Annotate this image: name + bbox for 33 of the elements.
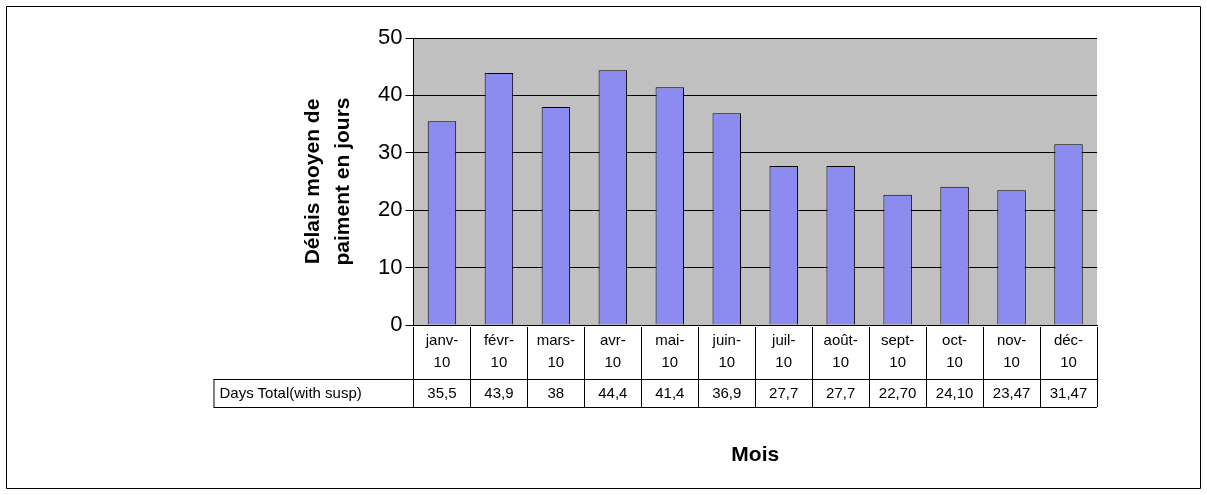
data-label: 35,5 [427,384,457,402]
y-tick-label: 30 [377,138,403,164]
data-label: 27,7 [826,384,856,402]
data-label: 27,7 [769,384,799,402]
data-label: 36,9 [712,384,742,402]
data-label: 31,47 [1049,384,1088,402]
y-tick-label: 10 [377,253,403,279]
x-tick-label: sept-10 [880,331,915,371]
data-label: 22,70 [878,384,917,402]
y-tick-label: 50 [377,24,403,50]
y-tick-label: 0 [390,311,403,337]
x-tick-label: oct-10 [942,331,968,371]
x-tick-label: févr-10 [483,331,514,371]
x-tick-label: janv-10 [424,331,459,371]
x-tick-label: avr-10 [599,331,626,371]
x-tick-label: nov-10 [996,331,1027,371]
data-label: 38 [547,384,565,402]
x-tick-label: mars-10 [536,331,576,371]
y-axis-title: Délais moyen de paiment en jours [300,97,354,266]
data-label: 24,10 [935,384,974,402]
data-label: 44,4 [598,384,628,402]
y-tick-label: 20 [377,196,403,222]
data-label: 43,9 [484,384,514,402]
x-tick-label: juin-10 [711,331,741,371]
x-tick-label: déc-10 [1053,331,1084,371]
x-tick-label: août-10 [823,331,858,371]
x-tick-label: juil-10 [771,331,796,371]
x-tick-label: mai-10 [655,331,685,371]
x-axis-title: Mois [731,441,780,465]
y-tick-label: 40 [377,81,403,107]
data-label: 41,4 [655,384,685,402]
text: Days Total(with susp) [219,384,362,402]
data-label: 23,47 [992,384,1031,402]
